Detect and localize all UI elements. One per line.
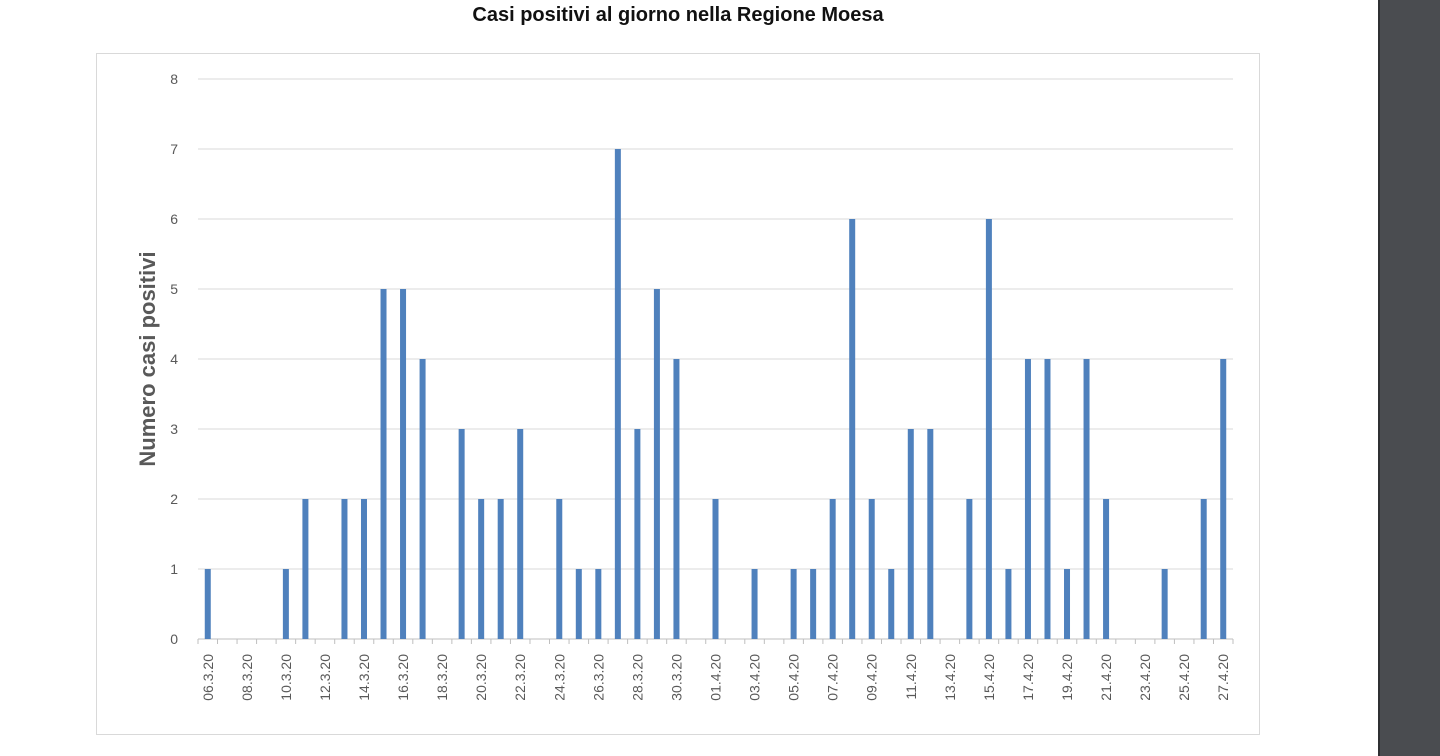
bar-26.3.20 bbox=[595, 569, 602, 639]
bar-chart: 0 1 2 3 4 5 6 7 8 06.3.20 08.3.20 10.3.20 12.3.20 14.… bbox=[135, 71, 1234, 701]
x-tick-label: 23.4.20 bbox=[1137, 654, 1153, 701]
y-tick-label: 0 bbox=[170, 631, 178, 647]
x-tick-label: 18.3.20 bbox=[434, 654, 450, 701]
bar-21.3.20 bbox=[497, 499, 504, 639]
bar-29.3.20 bbox=[653, 289, 660, 639]
bar-10.3.20 bbox=[282, 569, 289, 639]
bar-25.3.20 bbox=[575, 569, 582, 639]
bar-10.4.20 bbox=[888, 569, 895, 639]
x-tick-label: 26.3.20 bbox=[590, 654, 606, 701]
y-axis-label: Numero casi positivi bbox=[135, 251, 160, 466]
x-tick-label: 03.4.20 bbox=[747, 654, 763, 701]
x-tick-label: 24.3.20 bbox=[551, 654, 567, 701]
bar-17.3.20 bbox=[419, 359, 426, 639]
bar-15.3.20 bbox=[380, 289, 387, 639]
y-tick-label: 8 bbox=[170, 71, 178, 87]
bar-20.4.20 bbox=[1083, 359, 1090, 639]
bar-13.3.20 bbox=[341, 499, 348, 639]
bar-28.3.20 bbox=[634, 429, 641, 639]
bar-14.4.20 bbox=[966, 499, 973, 639]
bar-03.4.20 bbox=[751, 569, 758, 639]
bar-26.4.20 bbox=[1200, 499, 1207, 639]
x-tick-label: 15.4.20 bbox=[981, 654, 997, 701]
x-tick-label: 12.3.20 bbox=[317, 654, 333, 701]
bar-11.3.20 bbox=[302, 499, 309, 639]
bar-16.4.20 bbox=[1005, 569, 1012, 639]
bar-06.4.20 bbox=[810, 569, 817, 639]
x-tick-label: 07.4.20 bbox=[825, 654, 841, 701]
x-tick-label: 22.3.20 bbox=[512, 654, 528, 701]
bar-27.3.20 bbox=[614, 149, 621, 639]
bar-24.3.20 bbox=[556, 499, 563, 639]
y-tick-label: 1 bbox=[170, 561, 178, 577]
window-edge bbox=[1378, 0, 1440, 756]
bar-01.4.20 bbox=[712, 499, 719, 639]
bar-19.3.20 bbox=[458, 429, 465, 639]
x-tick-label: 11.4.20 bbox=[903, 654, 919, 700]
x-tick-label: 21.4.20 bbox=[1098, 654, 1114, 701]
x-tick-label: 30.3.20 bbox=[668, 654, 684, 701]
y-tick-label: 5 bbox=[170, 281, 178, 297]
x-tick-label: 05.4.20 bbox=[786, 654, 802, 701]
x-tick-label: 09.4.20 bbox=[864, 654, 880, 701]
bar-11.4.20 bbox=[907, 429, 914, 639]
bar-09.4.20 bbox=[868, 499, 875, 639]
bar-24.4.20 bbox=[1161, 569, 1168, 639]
bar-08.4.20 bbox=[849, 219, 856, 639]
x-tick-label: 25.4.20 bbox=[1176, 654, 1192, 701]
bar-14.3.20 bbox=[360, 499, 367, 639]
y-tick-label: 7 bbox=[170, 141, 178, 157]
x-tick-label: 01.4.20 bbox=[708, 654, 724, 701]
x-tick-label: 20.3.20 bbox=[473, 654, 489, 701]
document-page: Casi positivi al giorno nella Regione Mo… bbox=[96, 4, 1260, 735]
bar-19.4.20 bbox=[1064, 569, 1071, 639]
x-tick-label: 13.4.20 bbox=[942, 654, 958, 701]
bar-27.4.20 bbox=[1220, 359, 1227, 639]
y-tick-label: 4 bbox=[170, 351, 178, 367]
bar-22.3.20 bbox=[517, 429, 524, 639]
x-tick-label: 17.4.20 bbox=[1020, 654, 1036, 701]
chart-title: Casi positivi al giorno nella Regione Mo… bbox=[472, 4, 884, 26]
y-tick-label: 6 bbox=[170, 211, 178, 227]
y-tick-label: 3 bbox=[170, 421, 178, 437]
bar-07.4.20 bbox=[829, 499, 836, 639]
x-tick-label: 06.3.20 bbox=[200, 654, 216, 701]
bar-05.4.20 bbox=[790, 569, 797, 639]
bar-12.4.20 bbox=[927, 429, 934, 639]
x-tick-label: 08.3.20 bbox=[239, 654, 255, 701]
bar-15.4.20 bbox=[985, 219, 992, 639]
bar-06.3.20 bbox=[204, 569, 211, 639]
bar-20.3.20 bbox=[478, 499, 485, 639]
bar-30.3.20 bbox=[673, 359, 680, 639]
y-tick-label: 2 bbox=[170, 491, 178, 507]
x-tick-label: 16.3.20 bbox=[395, 654, 411, 701]
x-tick-label: 27.4.20 bbox=[1215, 654, 1231, 701]
bar-21.4.20 bbox=[1103, 499, 1110, 639]
bar-18.4.20 bbox=[1044, 359, 1051, 639]
x-tick-label: 14.3.20 bbox=[356, 654, 372, 701]
x-tick-label: 28.3.20 bbox=[629, 654, 645, 701]
x-tick-label: 19.4.20 bbox=[1059, 654, 1075, 701]
bar-17.4.20 bbox=[1024, 359, 1031, 639]
x-tick-label: 10.3.20 bbox=[278, 654, 294, 701]
bar-16.3.20 bbox=[400, 289, 407, 639]
